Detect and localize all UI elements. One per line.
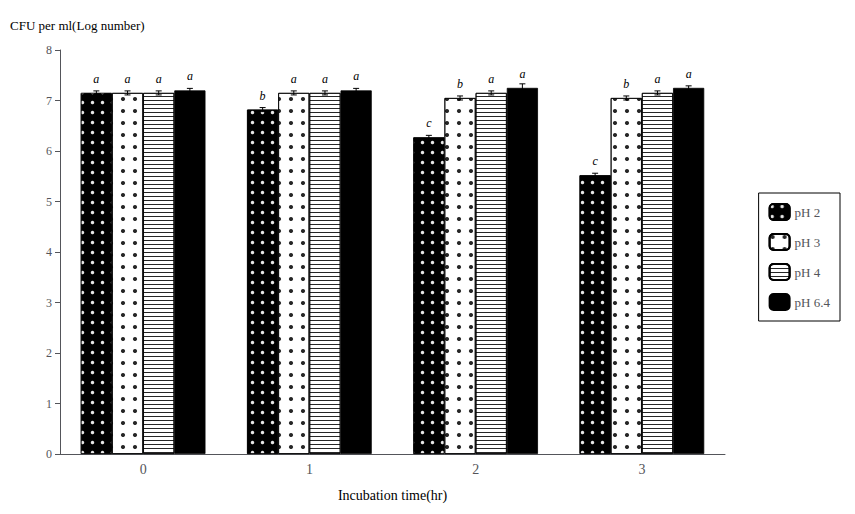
svg-text:0: 0: [46, 447, 52, 461]
svg-text:1: 1: [306, 462, 313, 477]
svg-text:4: 4: [46, 245, 52, 259]
svg-text:a: a: [488, 72, 494, 86]
svg-text:a: a: [187, 69, 193, 83]
svg-text:a: a: [353, 69, 359, 83]
svg-text:3: 3: [46, 296, 52, 310]
svg-text:Incubation time(hr): Incubation time(hr): [338, 488, 448, 504]
svg-text:CFU per ml(Log number): CFU per ml(Log number): [10, 18, 145, 33]
svg-text:b: b: [623, 77, 629, 91]
svg-text:b: b: [260, 89, 266, 103]
svg-text:8: 8: [46, 43, 52, 57]
svg-text:pH 3: pH 3: [795, 235, 821, 250]
svg-text:a: a: [125, 72, 131, 86]
svg-text:2: 2: [46, 346, 52, 360]
svg-text:5: 5: [46, 195, 52, 209]
svg-text:6: 6: [46, 144, 52, 158]
svg-text:c: c: [426, 116, 432, 130]
svg-text:a: a: [686, 67, 692, 81]
svg-text:a: a: [291, 72, 297, 86]
svg-text:1: 1: [46, 397, 52, 411]
svg-text:7: 7: [46, 94, 52, 108]
svg-text:0: 0: [140, 462, 147, 477]
svg-text:b: b: [457, 77, 463, 91]
svg-text:2: 2: [472, 462, 479, 477]
svg-text:pH 6.4: pH 6.4: [795, 295, 831, 310]
svg-text:c: c: [592, 154, 598, 168]
svg-text:a: a: [519, 67, 525, 81]
svg-text:3: 3: [638, 462, 645, 477]
svg-text:pH 2: pH 2: [795, 205, 821, 220]
svg-text:pH 4: pH 4: [795, 265, 821, 280]
svg-text:a: a: [156, 72, 162, 86]
svg-text:a: a: [654, 72, 660, 86]
svg-text:a: a: [93, 72, 99, 86]
svg-text:a: a: [322, 72, 328, 86]
